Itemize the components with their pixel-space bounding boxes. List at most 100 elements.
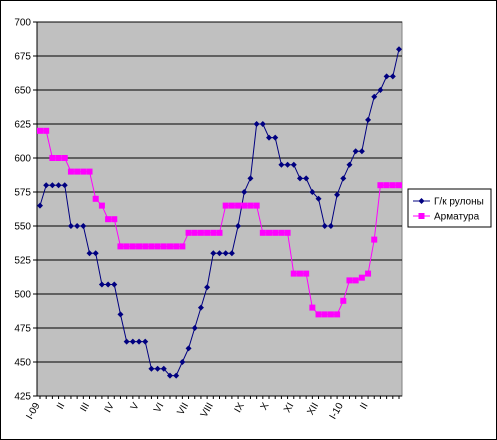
data-point — [327, 311, 334, 318]
x-tick-label: IV — [103, 401, 117, 415]
data-point — [358, 148, 365, 155]
plot-background — [36, 21, 403, 397]
legend-item-2: Арматура — [413, 212, 480, 223]
data-point — [92, 250, 99, 257]
data-point — [179, 243, 186, 250]
data-point — [98, 202, 105, 209]
data-point — [222, 202, 229, 209]
x-tick-label: X — [259, 401, 272, 413]
x-tick-label: V — [129, 401, 142, 413]
data-point — [290, 270, 297, 277]
x-tick-label: XII — [305, 401, 321, 417]
x-tick-label: IX — [233, 401, 247, 415]
data-point — [272, 229, 279, 236]
data-point — [235, 202, 242, 209]
data-point — [266, 134, 273, 141]
data-point — [123, 338, 130, 345]
data-point — [303, 270, 310, 277]
data-point — [365, 116, 372, 123]
data-point — [247, 202, 254, 209]
data-point — [86, 250, 93, 257]
data-point — [92, 195, 99, 202]
data-point — [228, 250, 235, 257]
y-tick-label: 675 — [14, 52, 31, 63]
data-point — [321, 223, 328, 229]
data-point — [303, 175, 310, 182]
data-point — [166, 243, 173, 250]
data-point — [160, 365, 167, 372]
data-point — [222, 250, 229, 257]
data-point — [216, 229, 223, 236]
data-point — [383, 73, 390, 80]
data-point — [67, 223, 74, 229]
x-tick-label: III — [78, 401, 92, 414]
data-point — [396, 182, 402, 189]
legend-label: Г/к рулоны — [434, 197, 484, 208]
x-tick-label: VI — [152, 401, 166, 415]
y-tick-label: 500 — [14, 290, 31, 301]
plot-area — [36, 21, 403, 397]
legend: Г/к рулоны Арматура — [407, 188, 492, 228]
series-2 — [37, 127, 402, 318]
data-point — [259, 121, 266, 127]
data-point — [179, 359, 186, 365]
series-layer — [37, 46, 402, 379]
data-point — [352, 277, 359, 284]
data-point — [37, 127, 43, 134]
data-point — [111, 281, 118, 288]
data-point — [383, 182, 390, 189]
y-tick-label: 450 — [14, 358, 31, 369]
data-point — [278, 229, 285, 236]
data-point — [160, 243, 167, 250]
data-point — [74, 168, 81, 175]
data-point — [241, 202, 248, 209]
data-point — [55, 182, 62, 189]
y-tick-label: 600 — [14, 154, 31, 165]
data-point — [204, 284, 211, 291]
y-tick-label: 625 — [14, 120, 31, 131]
data-point — [272, 134, 279, 141]
data-point — [259, 229, 266, 236]
y-axis: 425 450 475 500 525 550 575 600 625 650 675 700 — [14, 18, 38, 403]
data-point — [340, 297, 347, 304]
data-point — [309, 304, 316, 311]
data-point — [309, 189, 316, 195]
data-point — [136, 243, 143, 250]
x-tick-label: II — [55, 401, 67, 411]
data-point — [98, 281, 105, 288]
y-tick-label: 425 — [14, 392, 31, 403]
data-point — [377, 87, 384, 93]
data-point — [129, 243, 136, 250]
legend-marker — [418, 198, 425, 204]
data-point — [210, 229, 217, 236]
series-1 — [37, 46, 402, 379]
data-point — [49, 155, 56, 161]
data-point — [67, 168, 74, 175]
data-point — [173, 243, 180, 250]
data-point — [216, 250, 223, 257]
data-point — [266, 229, 273, 236]
data-point — [334, 311, 341, 318]
data-point — [142, 338, 149, 345]
data-point — [74, 223, 81, 229]
data-point — [191, 325, 198, 331]
data-point — [290, 161, 297, 168]
data-point — [352, 148, 359, 155]
data-point — [389, 73, 396, 80]
x-tick-label: II — [358, 401, 370, 411]
data-point — [61, 182, 68, 189]
data-point — [340, 175, 347, 182]
data-point — [136, 338, 143, 345]
data-point — [210, 250, 217, 257]
data-point — [204, 229, 211, 236]
data-point — [346, 161, 353, 168]
x-axis: I-09 II III IV V VI VII VIII IX X XI XII I-10 II — [24, 395, 402, 421]
y-tick-label: 650 — [14, 86, 31, 97]
data-point — [55, 155, 62, 161]
data-point — [148, 243, 155, 250]
data-point — [358, 274, 365, 281]
data-point — [296, 175, 303, 182]
data-point — [371, 236, 378, 243]
data-point — [123, 243, 130, 250]
data-point — [86, 168, 93, 175]
